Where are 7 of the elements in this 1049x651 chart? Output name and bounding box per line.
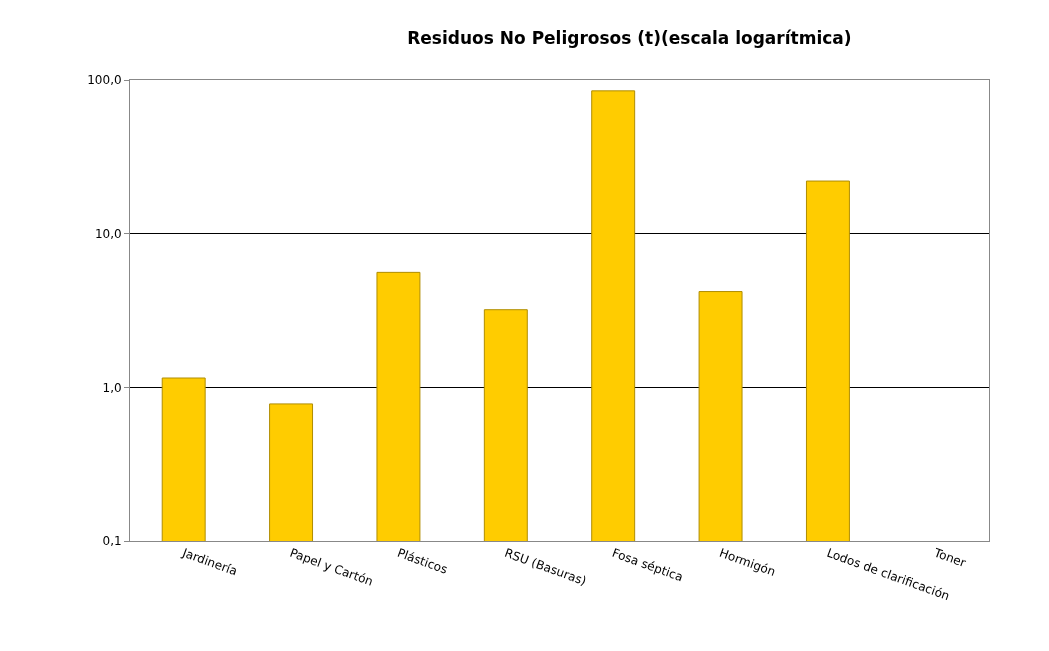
y-tick-label: 0,1: [102, 534, 122, 549]
y-tick-label: 10,0: [94, 226, 122, 241]
y-tick-label: 100,0: [87, 73, 122, 88]
x-tick-label: Fosa séptica: [610, 545, 685, 585]
chart-title: Residuos No Peligrosos (t)(escala logarítmica): [407, 28, 852, 49]
y-tick-label: 1,0: [102, 380, 122, 395]
x-tick-label: Toner: [931, 545, 968, 571]
